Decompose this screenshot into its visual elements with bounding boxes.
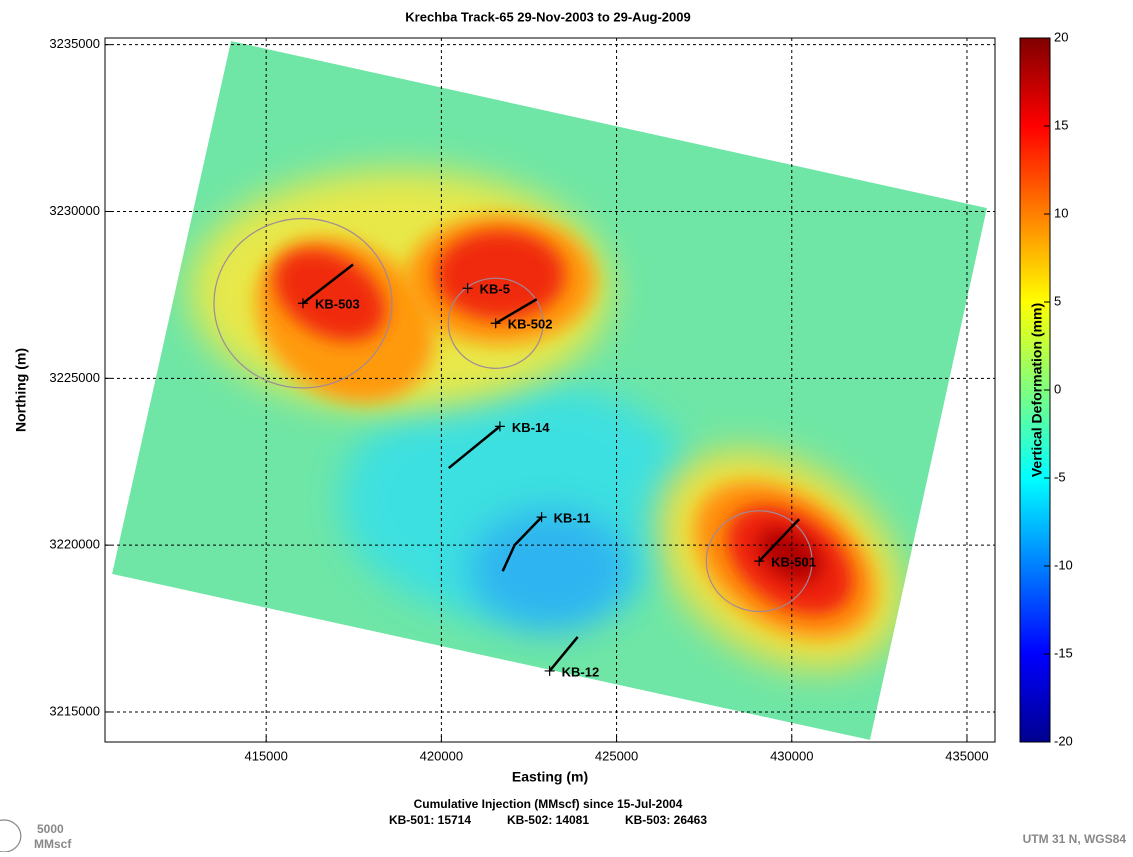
injection-label: KB-502: 14081 [507,813,589,827]
x-axis-label: Easting (m) [512,769,588,785]
well-label: KB-503 [315,297,360,312]
colorbar-tick-label: -5 [1054,469,1066,484]
colorbar-tick-label: -20 [1054,733,1073,748]
colorbar-tick-label: 10 [1054,205,1068,220]
well-label: KB-5 [480,282,510,297]
y-tick-label: 3225000 [49,370,100,385]
x-tick-label: 425000 [595,748,638,763]
y-tick-label: 3230000 [49,203,100,218]
colorbar-tick-label: 5 [1054,293,1061,308]
colorbar-tick-label: 0 [1054,381,1061,396]
well-label: KB-11 [554,511,591,526]
chart-title: Krechba Track-65 29-Nov-2003 to 29-Aug-2… [405,9,690,24]
x-tick-label: 435000 [945,748,988,763]
legend-scale-unit: MMscf [34,837,72,851]
well-label: KB-502 [508,317,553,332]
colorbar-tick-label: -10 [1054,557,1073,572]
colorbar-tick-label: 20 [1054,29,1068,44]
well-label: KB-14 [512,420,550,435]
well-label: KB-501 [771,555,816,570]
projection-note: UTM 31 N, WGS84 [1023,832,1127,846]
injection-title: Cumulative Injection (MMscf) since 15-Ju… [414,797,683,811]
injection-label: KB-503: 26463 [625,813,707,827]
colorbar-label: Vertical Deformation (mm) [1029,303,1045,477]
x-tick-label: 430000 [770,748,813,763]
y-axis-label: Northing (m) [13,348,29,432]
injection-label: KB-501: 15714 [389,813,471,827]
colorbar-tick-label: -15 [1054,645,1073,660]
y-tick-label: 3235000 [49,36,100,51]
x-tick-label: 415000 [244,748,287,763]
x-tick-label: 420000 [420,748,463,763]
legend-scale-circle [0,820,21,852]
legend-scale-value: 5000 [37,822,64,836]
y-tick-label: 3215000 [49,703,100,718]
deformation-field [112,41,987,740]
chart: Krechba Track-65 29-Nov-2003 to 29-Aug-2… [0,0,1133,852]
colorbar-tick-label: 15 [1054,117,1068,132]
y-tick-label: 3220000 [49,537,100,552]
well-label: KB-12 [562,664,600,679]
